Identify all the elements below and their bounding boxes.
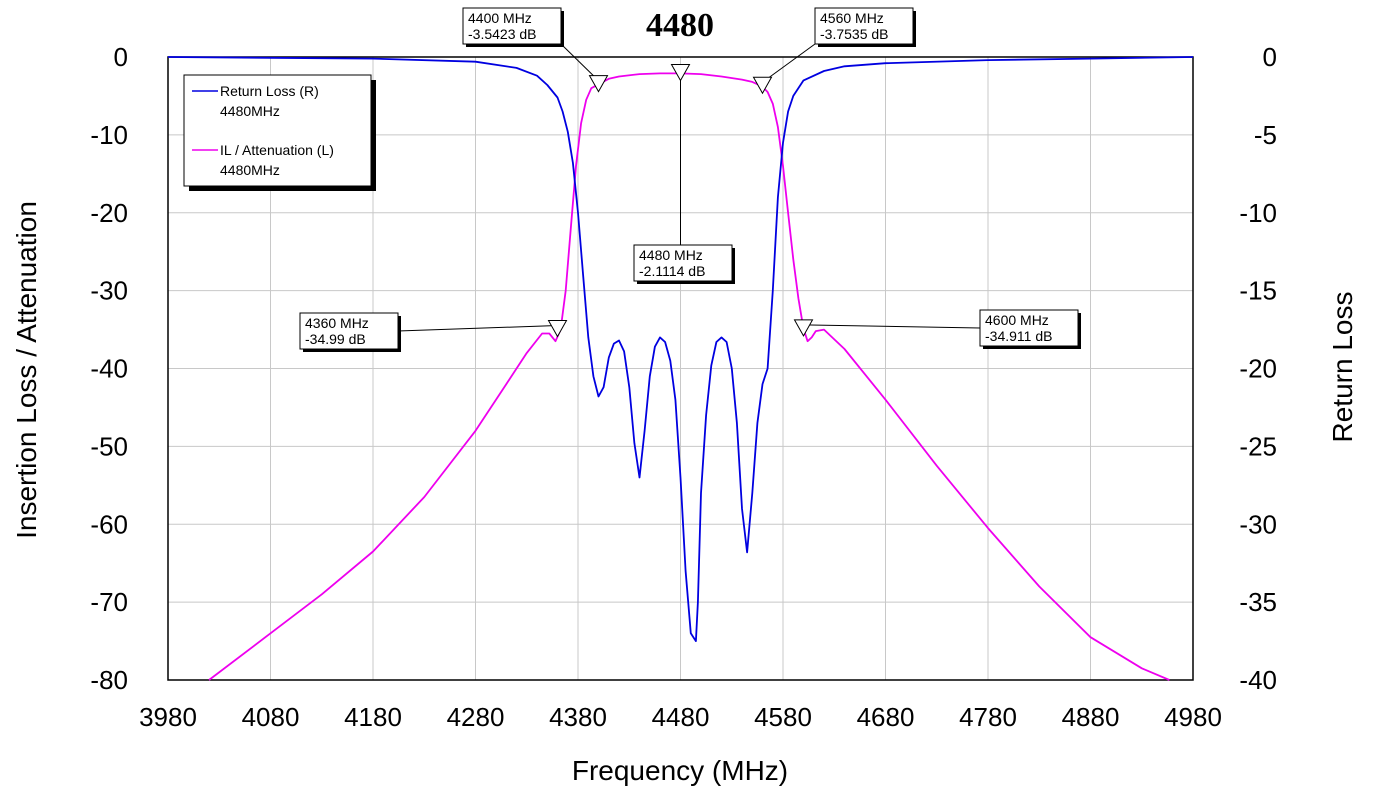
marker-leader (762, 43, 816, 83)
y-left-tick-label: 0 (114, 42, 128, 72)
marker-frequency: 4560 MHz (820, 10, 884, 26)
marker-leader (397, 324, 558, 332)
marker-frequency: 4600 MHz (985, 312, 1049, 328)
y-right-tick-label: -30 (1239, 509, 1277, 539)
x-axis-title: Frequency (MHz) (572, 755, 788, 786)
marker-label-box (979, 309, 1079, 347)
marker-db: -34.99 dB (305, 331, 366, 347)
y-right-tick-label: -40 (1239, 665, 1277, 695)
y-left-tick-label: -30 (90, 276, 128, 306)
marker-layer: 4360 MHz-34.99 dB 4400 MHz-3.5423 dB 4480 … (299, 7, 1081, 352)
marker-4560: 4560 MHz-3.7535 dB (752, 7, 916, 95)
marker-db: -34.911 dB (985, 328, 1052, 344)
legend-entry-return-loss: Return Loss (R) (220, 83, 319, 99)
series-return-loss-line (167, 56, 1194, 642)
x-tick-label: 4480 (652, 702, 710, 732)
marker-frequency: 4480 MHz (639, 247, 703, 263)
legend: Return Loss (R) 4480MHz IL / Attenuation… (183, 74, 376, 191)
marker-triangle (588, 75, 609, 93)
legend-sublabel-il-attenuation: 4480MHz (220, 162, 280, 178)
marker-triangle (793, 319, 814, 337)
y-left-tick-label: -20 (90, 198, 128, 228)
y-left-tick-label: -10 (90, 120, 128, 150)
y-left-tick-label: -60 (90, 509, 128, 539)
series-layer (167, 56, 1194, 681)
x-tick-label: 4980 (1164, 702, 1222, 732)
y-right-tick-label: -20 (1239, 354, 1277, 384)
x-tick-label: 4180 (344, 702, 402, 732)
marker-frequency: 4400 MHz (468, 10, 532, 26)
y-right-tick-label: -25 (1239, 431, 1277, 461)
y-left-tick-label: -80 (90, 665, 128, 695)
y-right-tick-label: -5 (1254, 120, 1277, 150)
marker-4360: 4360 MHz-34.99 dB (299, 312, 568, 352)
x-tick-label: 4880 (1062, 702, 1120, 732)
marker-db: -3.7535 dB (820, 26, 889, 42)
marker-4400: 4400 MHz-3.5423 dB (462, 7, 609, 93)
y-left-tick-label: -50 (90, 431, 128, 461)
marker-triangle (752, 76, 773, 95)
y-left-tick-label: -40 (90, 354, 128, 384)
marker-triangle (547, 319, 568, 338)
y-axis-right-title: Return Loss (1327, 292, 1358, 443)
y-right-tick-label: -35 (1239, 587, 1277, 617)
x-tick-label: 4580 (754, 702, 812, 732)
marker-label-box (814, 7, 914, 45)
plot-area (167, 56, 1194, 681)
y-right-tick-label: -10 (1239, 198, 1277, 228)
y-axis-left-title: Insertion Loss / Attenuation (11, 201, 42, 539)
series-il-attenuation-line (208, 72, 1170, 681)
marker-frequency: 4360 MHz (305, 315, 369, 331)
chart-title: 4480 (646, 7, 714, 44)
x-tick-label: 3980 (139, 702, 197, 732)
legend-entry-il-attenuation: IL / Attenuation (L) (220, 142, 334, 158)
marker-label-box (299, 312, 399, 350)
x-tick-label: 4280 (447, 702, 505, 732)
x-tick-label: 4080 (242, 702, 300, 732)
marker-leader (560, 43, 599, 81)
x-tick-label: 4780 (959, 702, 1017, 732)
legend-box (183, 74, 372, 187)
marker-triangle (670, 63, 691, 82)
y-right-tick-label: -15 (1239, 276, 1277, 306)
marker-db: -2.1114 dB (639, 263, 705, 279)
x-tick-label: 4680 (857, 702, 915, 732)
x-tick-label: 4380 (549, 702, 607, 732)
ticks-layer: 3980 4080 4180 4280 4380 4480 4580 4680 4780 4880… (90, 42, 1277, 732)
marker-4600: 4600 MHz-34.911 dB (793, 309, 1081, 349)
y-right-tick-label: 0 (1263, 42, 1277, 72)
marker-leader (803, 324, 981, 329)
marker-db: -3.5423 dB (468, 26, 537, 42)
y-left-tick-label: -70 (90, 587, 128, 617)
legend-sublabel-return-loss: 4480MHz (220, 103, 280, 119)
marker-label-box (633, 244, 733, 282)
marker-label-box (462, 7, 562, 45)
marker-4480: 4480 MHz-2.1114 dB (633, 63, 735, 284)
